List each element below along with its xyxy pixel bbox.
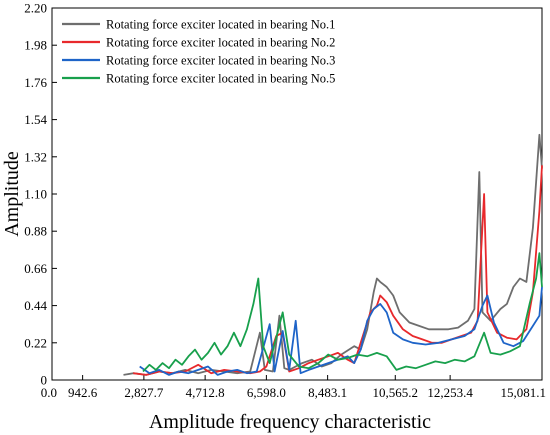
x-tick-label: 10,565.2 [373, 385, 419, 400]
y-axis-title: Amplitude [1, 151, 23, 237]
legend-label-3: Rotating force exciter located in bearin… [106, 54, 335, 68]
x-axis-ticks: 0.0 942.6 2,827.7 4,712.8 6,598.0 8,483.1 10,5… [41, 375, 546, 400]
x-tick-label: 12,253.4 [427, 385, 473, 400]
x-tick-label: 0.0 [41, 385, 57, 400]
y-axis-ticks: 0 0.22 0.44 0.66 0.88 1.10 1.32 1.54 1.76 1.98 2.2… [24, 1, 57, 388]
series-lines [123, 133, 543, 376]
legend-label-1: Rotating force exciter located in bearin… [106, 18, 335, 32]
series-line-3 [139, 286, 543, 376]
x-tick-label: 4,712.8 [186, 385, 225, 400]
y-tick-label: 0 [41, 373, 48, 388]
legend: Rotating force exciter located in bearin… [62, 18, 335, 86]
x-tick-label: 8,483.1 [308, 385, 347, 400]
y-tick-label: 0.88 [24, 224, 47, 239]
x-axis-title: Amplitude frequency characteristic [149, 411, 431, 433]
legend-label-4: Rotating force exciter located in bearin… [106, 72, 335, 86]
y-tick-label: 1.10 [24, 187, 47, 202]
legend-label-2: Rotating force exciter located in bearin… [106, 36, 335, 50]
y-tick-label: 1.98 [24, 38, 47, 53]
series-line-4 [142, 252, 543, 373]
y-tick-label: 2.20 [24, 1, 47, 16]
x-tick-label: 15,081.1 [501, 385, 547, 400]
y-tick-label: 1.76 [24, 75, 47, 90]
x-tick-label: 942.6 [68, 385, 98, 400]
y-tick-label: 0.22 [24, 335, 47, 350]
x-tick-label: 6,598.0 [247, 385, 286, 400]
y-tick-label: 0.66 [24, 261, 47, 276]
x-tick-label: 2,827.7 [124, 385, 164, 400]
series-line-1 [123, 133, 543, 376]
y-tick-label: 1.32 [24, 149, 47, 164]
y-tick-label: 1.54 [24, 112, 47, 127]
y-tick-label: 0.44 [24, 298, 47, 313]
